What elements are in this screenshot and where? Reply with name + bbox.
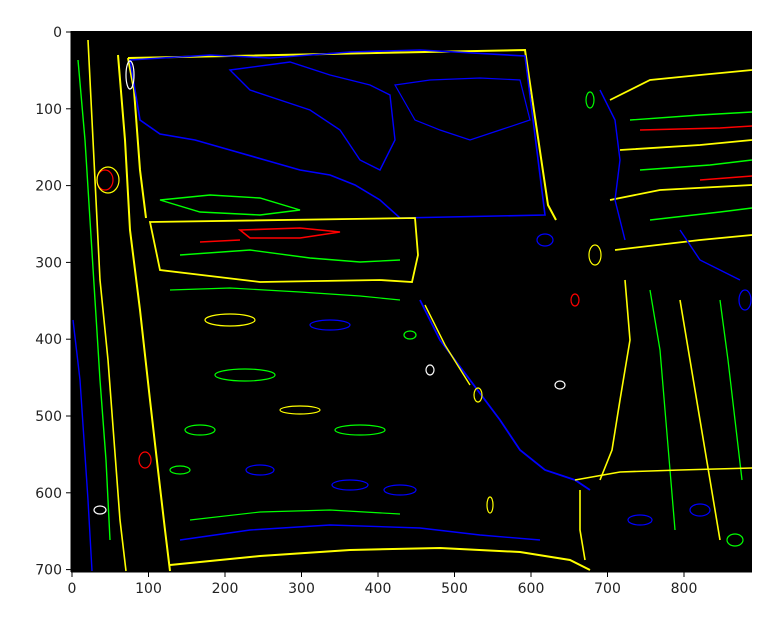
contour-blue-diagonal [419,299,591,491]
y-tick-label: 300 [35,255,62,271]
contour-yellow-bottom-frame [169,546,591,571]
contour-green-mid [159,194,401,263]
image-background [71,31,752,572]
x-axis-ticks: 0 100 200 300 400 500 600 700 800 [68,572,698,597]
x-tick-label: 800 [671,581,698,597]
contour-yellow-right-bottom [574,467,753,561]
x-tick-label: 0 [68,581,77,597]
x-tick-label: 100 [135,581,162,597]
axes-frame [70,31,752,573]
y-tick-label: 500 [35,409,62,425]
y-tick-label: 100 [35,102,62,118]
x-tick-label: 700 [594,581,621,597]
y-tick-label: 400 [35,332,62,348]
contour-yellow-left-wall [117,54,171,572]
x-tick-label: 500 [441,581,468,597]
y-tick-label: 600 [35,486,62,502]
contour-yellow-diagonal [424,304,471,386]
contour-yellow-right-vertical [599,279,721,541]
x-tick-label: 300 [288,581,315,597]
y-tick-label: 700 [35,563,62,579]
y-tick-label: 0 [53,25,62,41]
edge-contour-image [71,31,753,572]
x-tick-label: 200 [212,581,239,597]
contour-green-right [629,111,753,221]
y-tick-label: 200 [35,179,62,195]
contour-green-mid2 [169,287,401,301]
y-axis-ticks: 0 100 200 300 400 500 600 700 [35,25,71,579]
contour-yellow-right-box [609,69,753,251]
contour-red-mid [199,227,341,243]
x-tick-label: 400 [365,581,392,597]
contour-yellow-left-wall-2 [87,39,127,572]
contour-blue-roof-inner [228,61,396,171]
contour-blue-right [599,89,741,281]
contour-green-right-vertical [649,289,743,531]
contour-blue-roof [129,49,546,219]
contour-red-right [639,125,753,181]
contour-yellow-mid-box [148,217,419,283]
contour-scattered-blobs [93,60,752,547]
x-tick-label: 600 [518,581,545,597]
contour-green-bottom [189,509,401,521]
contour-blue-roof-inner2 [394,77,531,141]
contour-green-left-wall [77,59,111,541]
contour-blue-left-edge [72,319,93,572]
contour-blue-bottom [179,524,541,541]
